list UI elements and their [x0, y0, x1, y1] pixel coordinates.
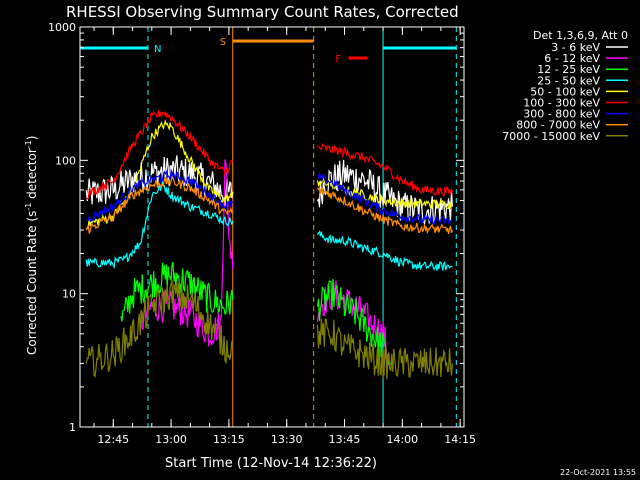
series-line-5-0 — [85, 110, 234, 200]
legend-label-8: 7000 - 15000 keV — [502, 130, 600, 143]
chart-title: RHESSI Observing Summary Count Rates, Co… — [66, 3, 459, 21]
x-tick-label-3: 13:30 — [271, 433, 303, 446]
legend-label-1: 6 - 12 keV — [544, 52, 600, 65]
series-line-6-0 — [86, 168, 234, 222]
series-line-8-0 — [85, 279, 234, 379]
y-axis-label-text: Corrected Count Rate (s — [25, 211, 39, 355]
y-tick-label-0: 1 — [69, 421, 76, 434]
series-line-8-1 — [316, 318, 453, 380]
legend-label-2: 12 - 25 keV — [537, 63, 600, 76]
series-line-3-1 — [316, 230, 453, 271]
y-axis: 1 10 100 1000 — [48, 21, 464, 434]
series-line-4-0 — [86, 119, 234, 230]
annotation-label-f: F — [335, 54, 341, 65]
legend-label-6: 300 - 800 keV — [523, 108, 600, 121]
plot-area: N S F — [79, 27, 457, 427]
series-line-5-1 — [317, 142, 453, 198]
legend-label-4: 50 - 100 keV — [530, 85, 600, 98]
legend-label-0: 3 - 6 keV — [551, 41, 600, 54]
series-line-1-0 — [139, 159, 234, 347]
annotation-label-s: S — [220, 37, 226, 48]
y-axis-label-sup: -1 — [24, 203, 33, 211]
legend-label-3: 25 - 50 keV — [537, 74, 600, 87]
x-tick-label-1: 13:00 — [155, 433, 187, 446]
y-axis-label-tail: detector — [25, 148, 39, 203]
x-tick-label-5: 14:00 — [386, 433, 418, 446]
series-line-7-1 — [316, 187, 453, 235]
series-line-7-0 — [85, 175, 234, 235]
series-line-0-0 — [85, 155, 234, 207]
x-axis: 12:45 13:00 13:15 13:30 13:45 14:00 14:15 — [93, 27, 476, 446]
series-line-2-0 — [120, 261, 234, 322]
x-tick-label-0: 12:45 — [97, 433, 129, 446]
series-line-4-1 — [316, 176, 453, 210]
y-tick-label-1: 10 — [62, 288, 76, 301]
y-axis-label: Corrected Count Rate (s-1 detector-1) — [24, 136, 39, 355]
annotation-label-n: N — [154, 44, 161, 55]
y-axis-label-close: ) — [25, 136, 39, 141]
y-tick-label-3: 1000 — [48, 21, 76, 34]
plot-frame — [79, 26, 465, 428]
legend-label-7: 800 - 7000 keV — [516, 119, 600, 132]
x-axis-label: Start Time (12-Nov-14 12:36:22) — [165, 456, 377, 471]
legend-header: Det 1,3,6,9, Att 0 — [533, 29, 628, 42]
y-axis-label-tail-sup: -1 — [24, 140, 33, 148]
legend-label-5: 100 - 300 keV — [523, 97, 600, 110]
x-tick-label-4: 13:45 — [329, 433, 361, 446]
series-line-6-1 — [316, 171, 453, 226]
x-tick-label-2: 13:15 — [213, 433, 245, 446]
footer-date: 22-Oct-2021 13:55 — [560, 468, 636, 477]
y-tick-label-2: 100 — [55, 154, 76, 167]
x-tick-label-6: 14:15 — [444, 433, 476, 446]
